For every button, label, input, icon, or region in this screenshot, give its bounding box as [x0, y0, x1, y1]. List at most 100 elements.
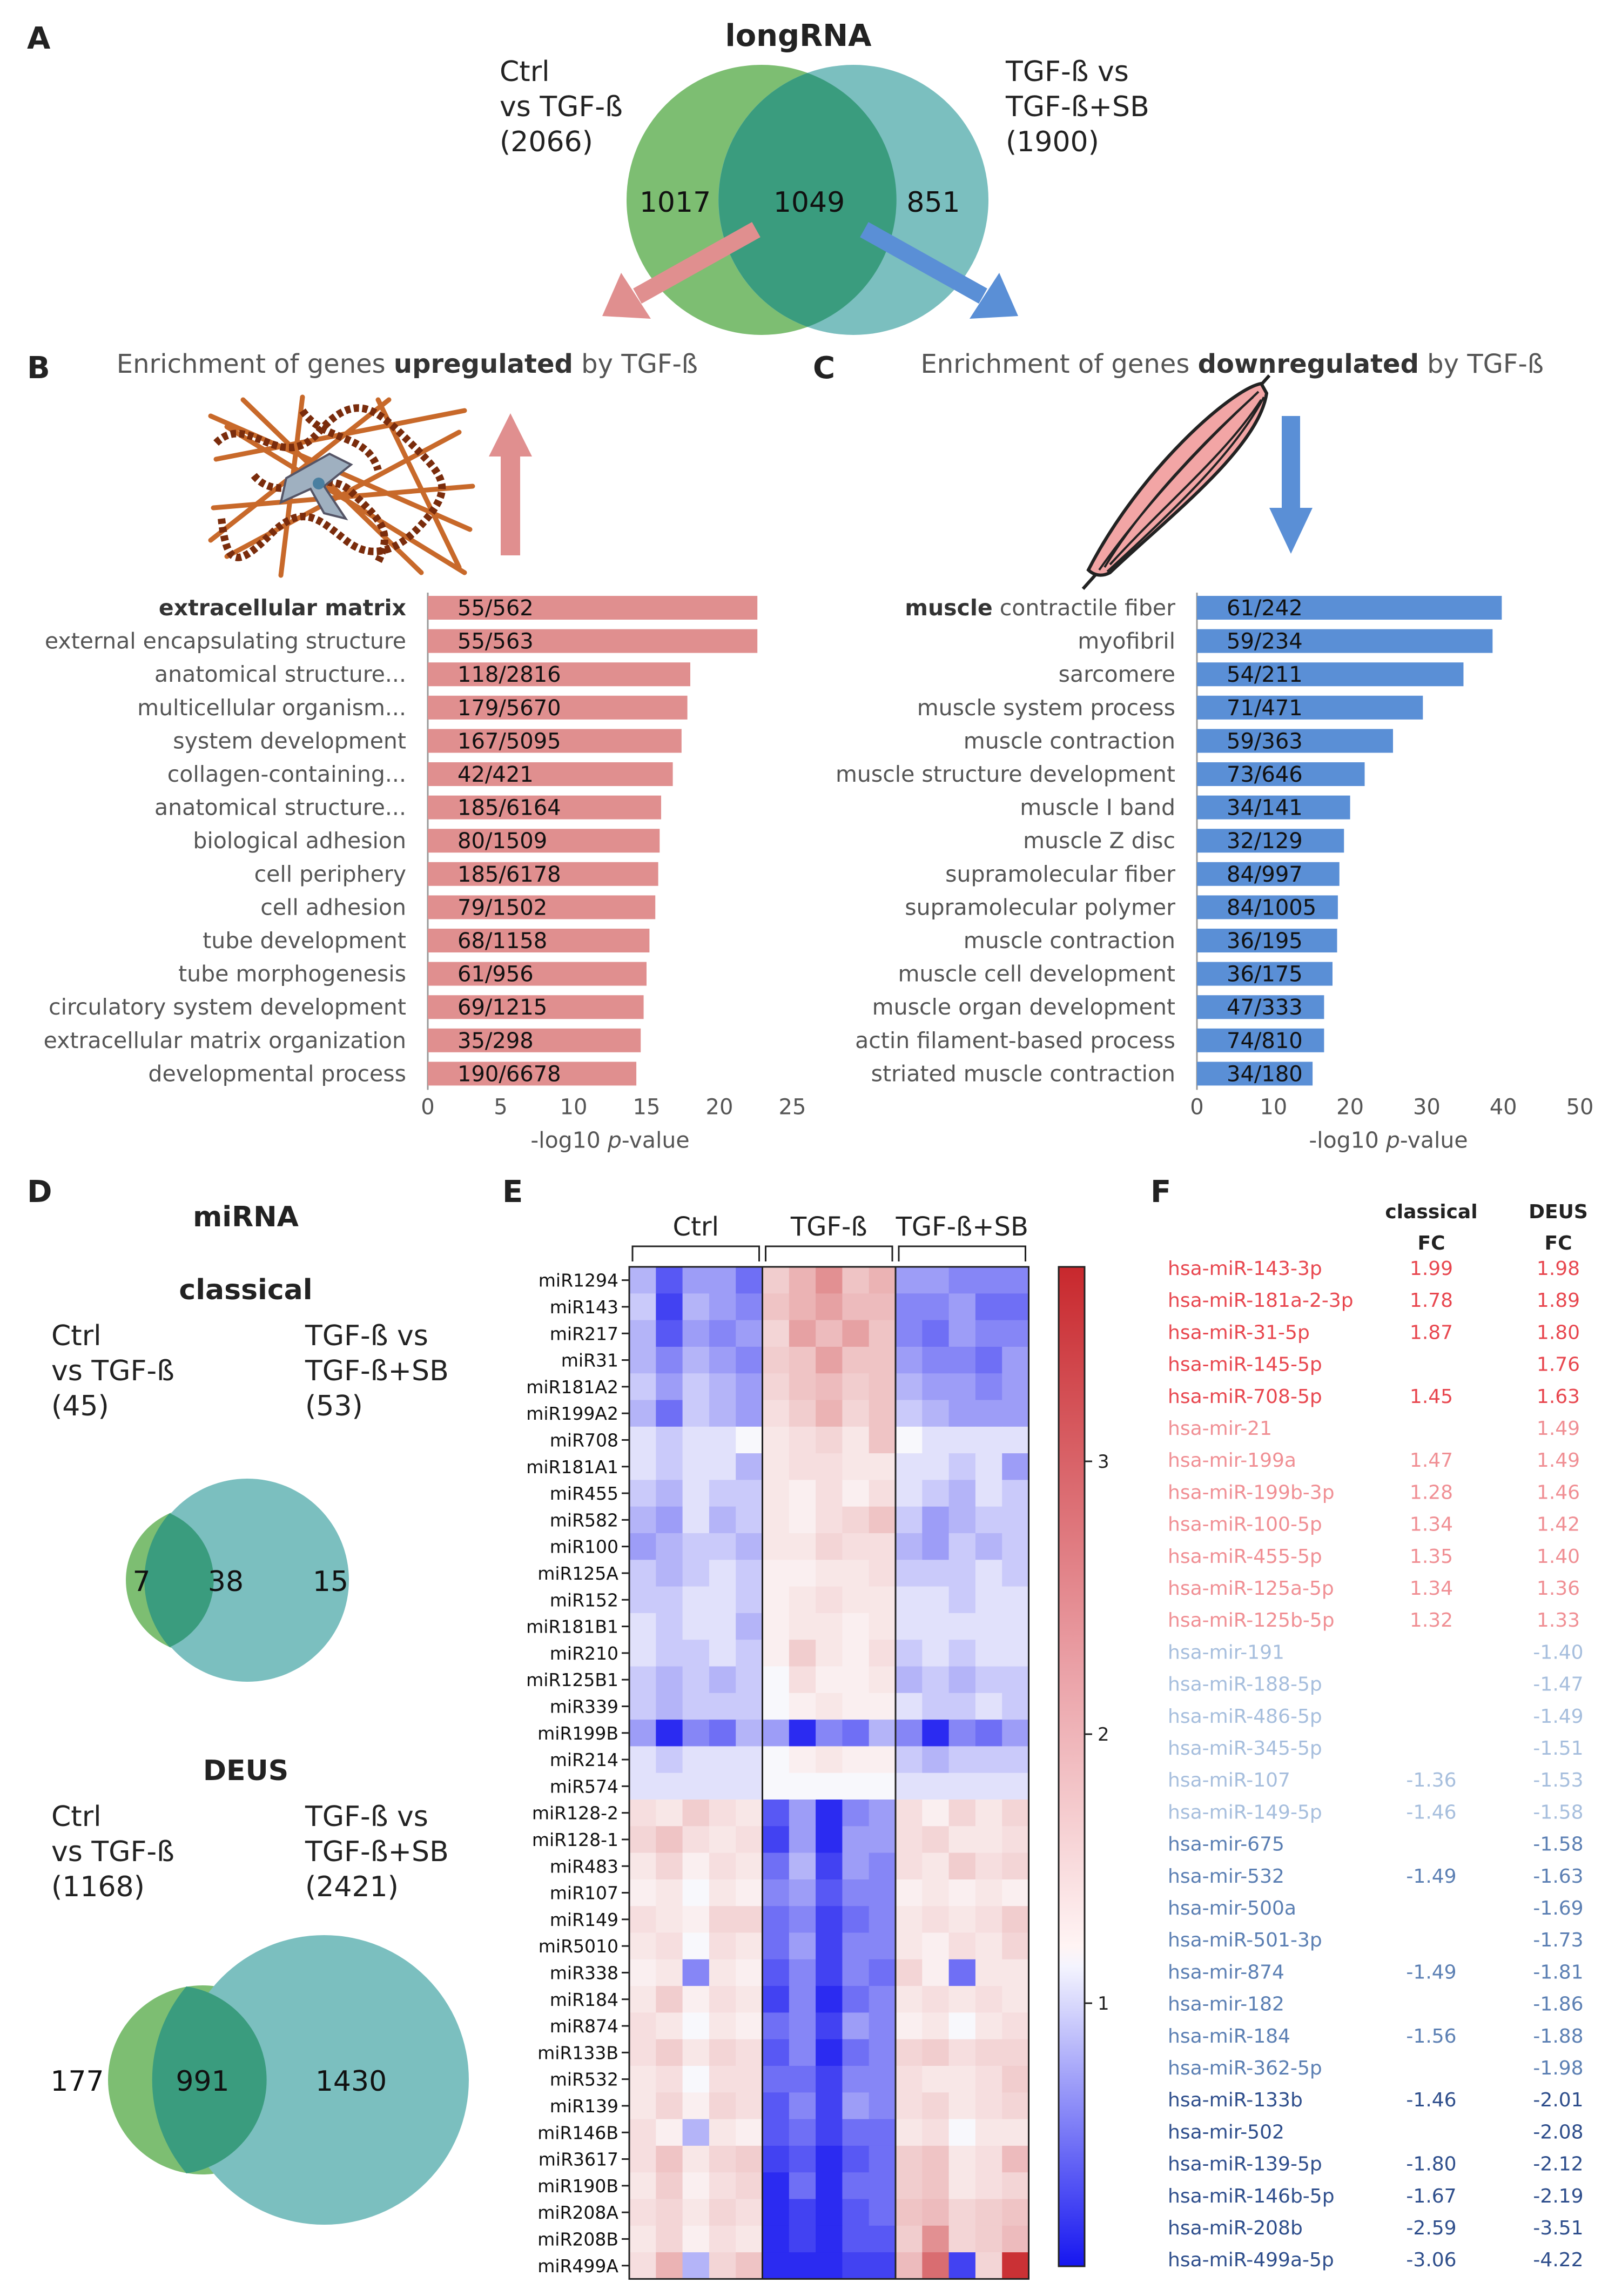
- heatmap-cell: [896, 1746, 923, 1774]
- heatmap-cell: [709, 2252, 736, 2279]
- heatmap-cell: [896, 1852, 923, 1880]
- heatmap-row-label: miR532: [550, 2069, 618, 2090]
- heatmap-cell: [922, 1932, 950, 1960]
- heatmap-cell: [629, 2199, 656, 2226]
- heatmap-cell: [682, 1640, 710, 1667]
- heatmap-cell: [869, 1293, 896, 1321]
- heatmap-row-label: miR339: [550, 1696, 618, 1717]
- heatmap-cell: [736, 1480, 763, 1507]
- heatmap-cell: [736, 1533, 763, 1560]
- heatmap-cell: [629, 2066, 656, 2093]
- bar: [428, 629, 758, 653]
- heatmap-cell: [816, 1879, 843, 1906]
- heatmap-cell: [816, 1746, 843, 1774]
- heatmap-cell: [629, 2225, 656, 2253]
- bar-count-label: 36/175: [1227, 962, 1303, 987]
- heatmap-row-label: miR100: [550, 1536, 618, 1557]
- table-mirna-name: hsa-mir-500a: [1168, 1897, 1296, 1919]
- heatmap-cell: [682, 2145, 710, 2173]
- heatmap-cell: [762, 1773, 790, 1800]
- bar-chart-upregulated: 55/562 extracellular matrix 55/563 external…: [44, 593, 806, 1153]
- heatmap-cell: [922, 1826, 950, 1854]
- bar-category-label: multicellular organism...: [137, 695, 406, 721]
- heatmap-cell: [948, 1293, 976, 1321]
- heatmap-row-label: miR181B1: [526, 1616, 618, 1637]
- heatmap-cell: [922, 1400, 950, 1427]
- heatmap-cell: [709, 1506, 736, 1534]
- panel-letter-b: B: [27, 351, 50, 386]
- heatmap-cell: [869, 1346, 896, 1374]
- table-mirna-name: hsa-miR-184: [1168, 2025, 1290, 2047]
- heatmap-cell: [975, 2012, 1002, 2040]
- x-tick-label: 40: [1490, 1095, 1517, 1119]
- table-mirna-name: hsa-miR-107: [1168, 1769, 1290, 1791]
- table-classical-fc: -1.49: [1406, 1865, 1456, 1888]
- bar: [1197, 929, 1337, 952]
- heatmap-cell: [975, 2199, 1002, 2226]
- venn-a-left-label-1: Ctrl: [500, 56, 550, 88]
- panel-c: C Enrichment of genes downregulated by T…: [813, 349, 1593, 1153]
- heatmap-row-label: miR3617: [539, 2149, 618, 2170]
- heatmap-cell: [975, 1826, 1002, 1854]
- table-classical-fc: -1.46: [1406, 2089, 1456, 2111]
- heatmap-cell: [682, 1932, 710, 1960]
- deus-overlap-count: 991: [176, 2065, 229, 2098]
- heatmap-cell: [842, 1986, 870, 2013]
- heatmap-cell: [762, 1906, 790, 1933]
- heatmap-cell: [816, 1773, 843, 1800]
- heatmap-cell: [869, 1533, 896, 1560]
- arrow-down-genes-icon: [860, 222, 1018, 319]
- heatmap-cell: [816, 2145, 843, 2173]
- bar-category-label: extracellular matrix organization: [44, 1028, 406, 1053]
- heatmap-cell: [762, 2172, 790, 2199]
- heatmap-cell: [762, 1426, 790, 1454]
- heatmap: miR1294 miR143 miR217 miR31 miR181A2 miR199A2…: [526, 1212, 1029, 2280]
- table-deus-fc: -1.81: [1533, 1961, 1583, 1983]
- heatmap-cell: [1002, 1560, 1029, 1587]
- heatmap-cell: [629, 2145, 656, 2173]
- heatmap-cell: [869, 1480, 896, 1507]
- heatmap-cell: [975, 2225, 1002, 2253]
- heatmap-cell: [948, 1986, 976, 2013]
- heatmap-cell: [842, 1826, 870, 1854]
- heatmap-group-bracket: [631, 1245, 760, 1261]
- bar-category-label: external encapsulating structure: [45, 628, 406, 654]
- heatmap-cell: [816, 1986, 843, 2013]
- heatmap-cell: [948, 1906, 976, 1933]
- heatmap-cell: [842, 1560, 870, 1587]
- heatmap-cell: [842, 2092, 870, 2120]
- heatmap-cell: [975, 1906, 1002, 1933]
- heatmap-cell: [762, 1800, 790, 1827]
- heatmap-cell: [948, 2225, 976, 2253]
- heatmap-cell: [762, 2012, 790, 2040]
- heatmap-cell: [1002, 1666, 1029, 1694]
- heatmap-cell: [709, 2092, 736, 2120]
- heatmap-cell: [975, 1879, 1002, 1906]
- heatmap-cell: [922, 1879, 950, 1906]
- heatmap-cell: [922, 1693, 950, 1720]
- venn-a-right-label-1: TGF-ß vs: [1005, 56, 1129, 88]
- heatmap-cell: [948, 1320, 976, 1347]
- heatmap-cell: [816, 1586, 843, 1614]
- heatmap-cell: [656, 2039, 683, 2066]
- heatmap-cell: [736, 2145, 763, 2173]
- bar-count-label: 54/211: [1227, 662, 1303, 687]
- heatmap-cell: [869, 1373, 896, 1400]
- heatmap-cell: [762, 1720, 790, 1747]
- bar-category-label: muscle organ development: [872, 994, 1175, 1020]
- deus-title: DEUS: [203, 1755, 288, 1787]
- heatmap-cell: [709, 1293, 736, 1321]
- classical-right-circle: [146, 1479, 349, 1682]
- table-mirna-name: hsa-miR-708-5p: [1168, 1386, 1322, 1408]
- heatmap-cell: [789, 1426, 816, 1454]
- heatmap-cell: [948, 1640, 976, 1667]
- heatmap-cell: [682, 1986, 710, 2013]
- heatmap-cell: [656, 1293, 683, 1321]
- heatmap-row-label: miR181A1: [526, 1456, 618, 1478]
- heatmap-cell: [948, 1533, 976, 1560]
- heatmap-cell: [762, 1560, 790, 1587]
- heatmap-cell: [656, 1267, 683, 1294]
- venn-a-right-label-3: (1900): [1006, 126, 1099, 158]
- heatmap-cell: [922, 1773, 950, 1800]
- bar: [1197, 1028, 1324, 1052]
